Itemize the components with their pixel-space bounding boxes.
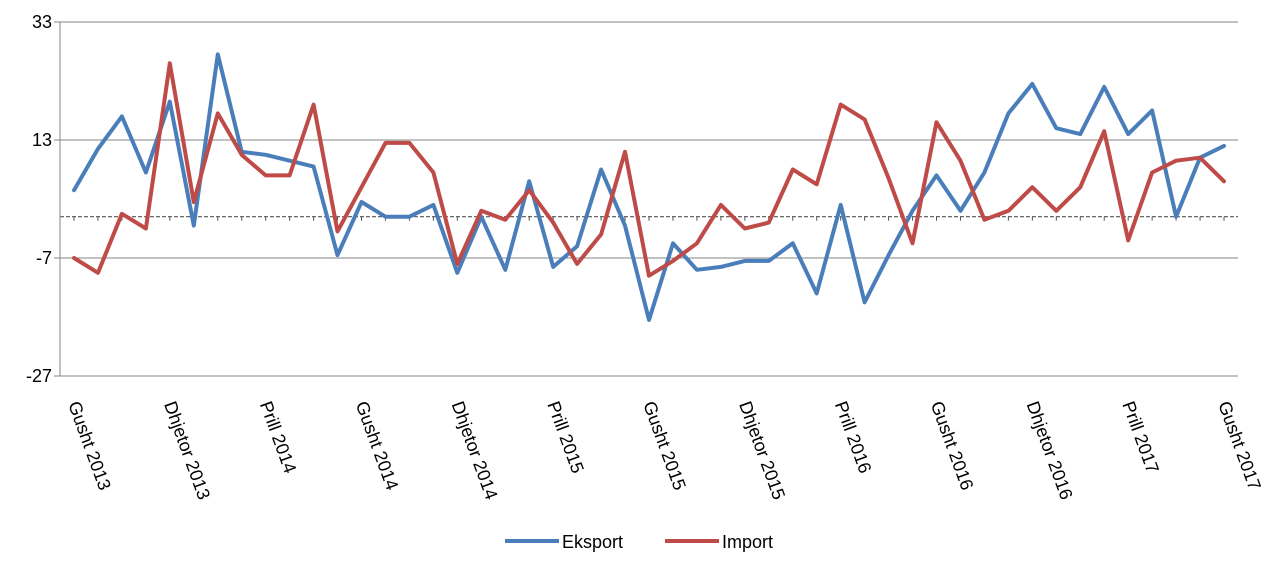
x-tick-label: Dhjetor 2013: [160, 399, 214, 503]
y-tick-label: 13: [32, 130, 52, 150]
series-lines: [72, 52, 1226, 322]
y-tick-label: -7: [36, 248, 52, 268]
x-tick-label: Gusht 2014: [352, 399, 403, 493]
x-tick-label: Dhjetor 2014: [448, 399, 502, 503]
y-tick-label: 33: [32, 12, 52, 32]
y-tick-labels: 33 13 -7 -27: [26, 12, 60, 386]
x-tick-label: Prill 2015: [543, 399, 587, 476]
x-tick-label: Gusht 2017: [1214, 399, 1265, 493]
x-tick-label: Gusht 2013: [64, 399, 115, 493]
x-tick-label: Gusht 2016: [927, 399, 978, 493]
series-line-import: [72, 61, 1226, 278]
x-tick-label: Gusht 2015: [639, 399, 690, 493]
x-tick-label: Dhjetor 2016: [1023, 399, 1077, 503]
x-tick-labels: Gusht 2013 Dhjetor 2013 Prill 2014 Gusht 20…: [64, 399, 1265, 503]
x-tick-label: Prill 2017: [1118, 399, 1162, 476]
y-tick-label: -27: [26, 366, 52, 386]
zero-line-group: [60, 216, 1238, 221]
series-line-eksport: [72, 52, 1226, 322]
legend-label-eksport: Eksport: [562, 532, 623, 552]
legend-label-import: Import: [722, 532, 773, 552]
x-tick-label: Prill 2016: [831, 399, 875, 476]
x-tick-label: Dhjetor 2015: [735, 399, 789, 503]
legend: Eksport Import: [505, 532, 773, 552]
gridlines: [60, 21, 1238, 377]
x-tick-label: Prill 2014: [256, 399, 300, 476]
